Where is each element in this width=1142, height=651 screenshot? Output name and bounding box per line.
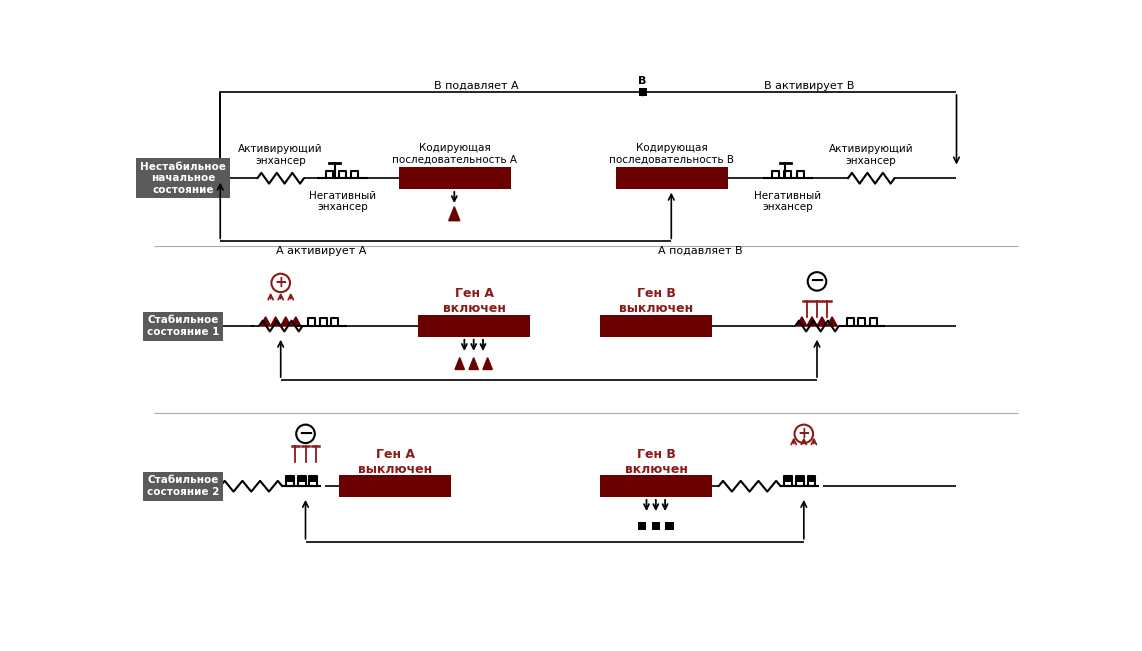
Text: Негативный
энхансер: Негативный энхансер — [755, 191, 821, 212]
Text: Ген B
включен: Ген B включен — [625, 448, 687, 476]
Bar — [600, 315, 713, 337]
Bar — [666, 522, 674, 531]
Text: A активирует A: A активирует A — [276, 245, 367, 256]
Bar — [637, 522, 646, 531]
Polygon shape — [455, 357, 465, 370]
Polygon shape — [807, 317, 817, 326]
Bar — [339, 475, 451, 497]
Bar — [638, 88, 646, 96]
Polygon shape — [271, 317, 281, 326]
Bar — [399, 167, 510, 189]
Bar — [786, 477, 791, 482]
Polygon shape — [260, 317, 271, 326]
Text: Активирующий
энхансер: Активирующий энхансер — [239, 145, 323, 166]
Text: +: + — [274, 275, 287, 290]
Bar — [797, 477, 803, 482]
Text: Ген A
выключен: Ген A выключен — [357, 448, 432, 476]
Text: Кодирующая
последовательность B: Кодирующая последовательность B — [609, 143, 734, 165]
Polygon shape — [483, 357, 492, 370]
Bar — [287, 477, 293, 482]
Polygon shape — [449, 207, 460, 221]
Text: Стабильное
состояние 2: Стабильное состояние 2 — [147, 475, 219, 497]
Text: B: B — [638, 76, 646, 86]
Text: −: − — [810, 272, 825, 290]
Polygon shape — [469, 357, 478, 370]
Polygon shape — [291, 317, 301, 326]
Polygon shape — [827, 317, 837, 326]
Text: Ген A
включен: Ген A включен — [443, 288, 506, 316]
Text: Активирующий
энхансер: Активирующий энхансер — [829, 145, 914, 166]
Bar — [418, 315, 530, 337]
Bar — [600, 475, 713, 497]
Bar — [311, 477, 316, 482]
Bar — [652, 522, 660, 531]
Text: Кодирующая
последовательность A: Кодирующая последовательность A — [392, 143, 517, 165]
Text: +: + — [797, 426, 810, 441]
Text: B активирует B: B активирует B — [764, 81, 854, 91]
Polygon shape — [817, 317, 827, 326]
Bar — [298, 477, 305, 482]
Text: Негативный
энхансер: Негативный энхансер — [308, 191, 376, 212]
Bar — [809, 477, 814, 482]
Text: −: − — [298, 425, 313, 443]
Text: Ген B
выключен: Ген B выключен — [619, 288, 693, 316]
Text: B подавляет A: B подавляет A — [434, 81, 518, 91]
Text: Стабильное
состояние 1: Стабильное состояние 1 — [147, 315, 219, 337]
Text: Нестабильное
начальное
состояние: Нестабильное начальное состояние — [140, 161, 226, 195]
Polygon shape — [797, 317, 807, 326]
Bar — [616, 167, 727, 189]
Polygon shape — [281, 317, 291, 326]
Text: A подавляет B: A подавляет B — [659, 245, 743, 256]
